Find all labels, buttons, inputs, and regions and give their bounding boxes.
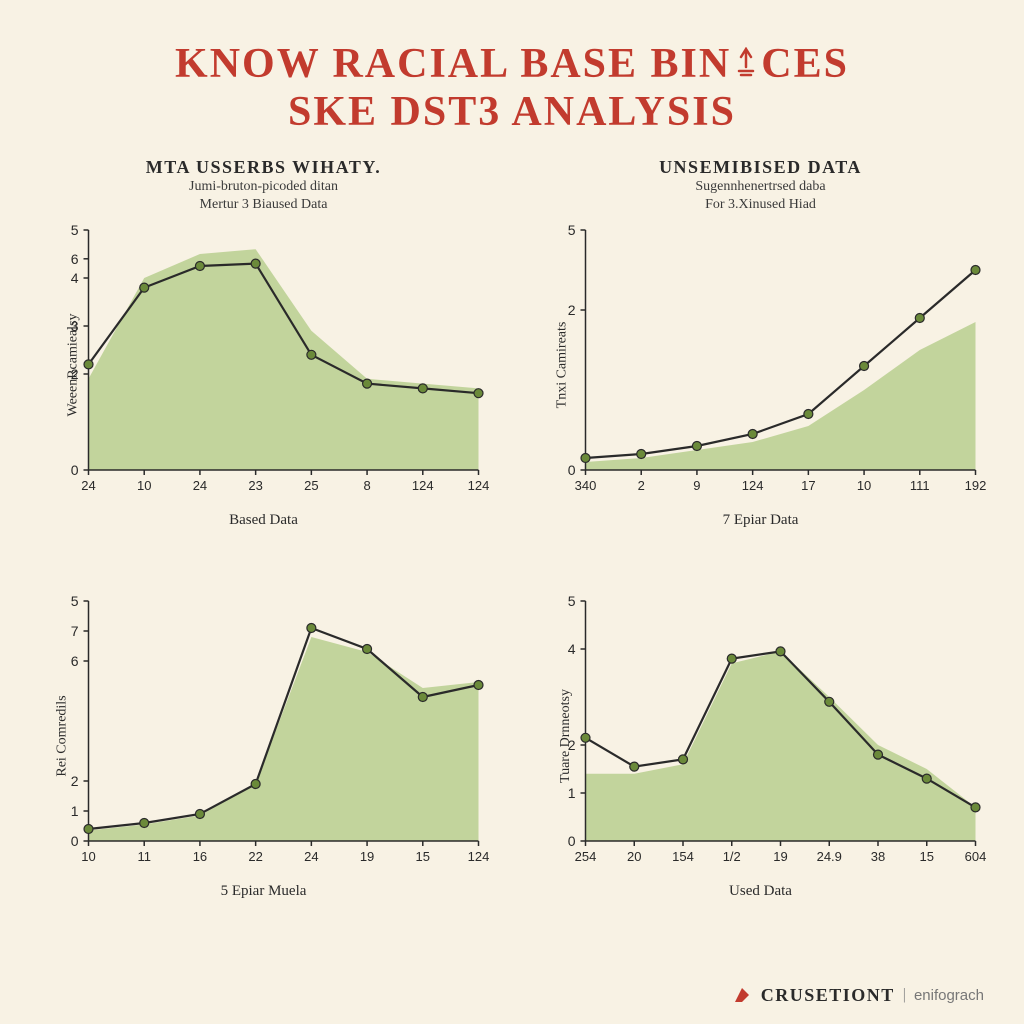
panel-0-chart: WeeenRcamiealsy 02346524102423258124124 bbox=[30, 220, 497, 510]
footer: CRUSETIONT | enifograch bbox=[731, 984, 984, 1006]
chart-grid: MTA USSERBS WIHATY. Jumi-bruton-picoded … bbox=[0, 157, 1024, 907]
title-line-1: KNOW RACIAL BASE BIN CES bbox=[60, 40, 964, 88]
panel-0-header: MTA USSERBS WIHATY. Jumi-bruton-picoded … bbox=[30, 157, 497, 214]
svg-text:16: 16 bbox=[193, 849, 207, 864]
svg-text:0: 0 bbox=[568, 462, 576, 478]
svg-text:124: 124 bbox=[742, 478, 764, 493]
svg-text:20: 20 bbox=[627, 849, 641, 864]
svg-text:6: 6 bbox=[71, 653, 79, 669]
svg-text:604: 604 bbox=[965, 849, 987, 864]
svg-text:10: 10 bbox=[857, 478, 871, 493]
title-line-2: SKE DST3 ANALYSIS bbox=[60, 88, 964, 136]
svg-text:25: 25 bbox=[304, 478, 318, 493]
panel-0: MTA USSERBS WIHATY. Jumi-bruton-picoded … bbox=[30, 157, 497, 517]
panel-2: Rei Comredils 01267510111622241915124 5 … bbox=[30, 527, 497, 887]
svg-text:2: 2 bbox=[71, 773, 79, 789]
svg-text:1/2: 1/2 bbox=[723, 849, 741, 864]
panel-0-sub2: Mertur 3 Biaused Data bbox=[30, 196, 497, 214]
svg-text:5: 5 bbox=[71, 593, 79, 609]
svg-text:24: 24 bbox=[304, 849, 318, 864]
svg-text:22: 22 bbox=[248, 849, 262, 864]
svg-text:0: 0 bbox=[568, 833, 576, 849]
footer-separator: | bbox=[903, 986, 906, 1004]
svg-text:8: 8 bbox=[363, 478, 370, 493]
svg-text:23: 23 bbox=[248, 478, 262, 493]
svg-text:192: 192 bbox=[965, 478, 987, 493]
svg-text:19: 19 bbox=[360, 849, 374, 864]
svg-text:24: 24 bbox=[193, 478, 207, 493]
svg-text:0: 0 bbox=[71, 462, 79, 478]
title-1b: CES bbox=[761, 41, 849, 87]
svg-text:5: 5 bbox=[71, 222, 79, 238]
svg-text:11: 11 bbox=[137, 849, 151, 864]
svg-text:15: 15 bbox=[920, 849, 934, 864]
svg-text:10: 10 bbox=[137, 478, 151, 493]
svg-text:5: 5 bbox=[568, 222, 576, 238]
panel-0-title: MTA USSERBS WIHATY. bbox=[30, 157, 497, 178]
panel-1-chart: Tnxi Camireats 0 2 5 340 2 9 124 17 10 111 192 bbox=[527, 220, 994, 510]
svg-text:2: 2 bbox=[638, 478, 645, 493]
svg-text:154: 154 bbox=[672, 849, 694, 864]
panel-2-chart: Rei Comredils 0 1 2 6 7 5 10 11 16 22 24 19 15 124 bbox=[30, 591, 497, 881]
panel-2-ylabel: Rei Comredils bbox=[55, 695, 71, 776]
panel-3-ylabel: Tuare Drnneotsy bbox=[558, 689, 574, 783]
svg-text:24: 24 bbox=[81, 478, 95, 493]
svg-text:6: 6 bbox=[71, 251, 79, 267]
panel-1-header: UNSEMIBISED DATA Sugennhenertrsed daba F… bbox=[527, 157, 994, 214]
panel-1-title: UNSEMIBISED DATA bbox=[527, 157, 994, 178]
svg-text:2: 2 bbox=[568, 302, 576, 318]
panel-3-chart: Tuare Drnneotsy 01245254201541/21924.938… bbox=[527, 591, 994, 881]
svg-text:124: 124 bbox=[412, 478, 434, 493]
svg-text:10: 10 bbox=[81, 849, 95, 864]
panel-2-header bbox=[30, 527, 497, 585]
footer-brand: CRUSETIONT bbox=[761, 985, 895, 1006]
svg-text:1: 1 bbox=[71, 803, 79, 819]
panel-1: UNSEMIBISED DATA Sugennhenertrsed daba F… bbox=[527, 157, 994, 517]
title-1a: KNOW RACIAL BASE BIN bbox=[175, 41, 731, 87]
svg-text:19: 19 bbox=[773, 849, 787, 864]
svg-text:17: 17 bbox=[801, 478, 815, 493]
svg-text:111: 111 bbox=[910, 478, 930, 493]
panel-0-sub1: Jumi-bruton-picoded ditan bbox=[30, 178, 497, 196]
panel-3-xlabel: Used Data bbox=[527, 883, 994, 900]
svg-text:7: 7 bbox=[71, 623, 79, 639]
svg-text:1: 1 bbox=[568, 785, 576, 801]
page-header: KNOW RACIAL BASE BIN CES SKE DST3 ANALYSI… bbox=[0, 0, 1024, 157]
svg-text:9: 9 bbox=[693, 478, 700, 493]
panel-2-xlabel: 5 Epiar Muela bbox=[30, 883, 497, 900]
footer-logo-icon bbox=[731, 984, 753, 1006]
svg-text:5: 5 bbox=[568, 593, 576, 609]
panel-1-sub1: Sugennhenertrsed daba bbox=[527, 178, 994, 196]
svg-text:254: 254 bbox=[575, 849, 597, 864]
svg-text:15: 15 bbox=[416, 849, 430, 864]
panel-3: Tuare Drnneotsy 01245254201541/21924.938… bbox=[527, 527, 994, 887]
svg-text:24.9: 24.9 bbox=[817, 849, 842, 864]
panel-3-header bbox=[527, 527, 994, 585]
svg-text:4: 4 bbox=[568, 641, 576, 657]
footer-sub: enifograch bbox=[914, 987, 984, 1004]
panel-1-ylabel: Tnxi Camireats bbox=[554, 322, 570, 409]
svg-text:124: 124 bbox=[468, 849, 490, 864]
title-icon bbox=[731, 40, 761, 70]
svg-text:0: 0 bbox=[71, 833, 79, 849]
svg-text:38: 38 bbox=[871, 849, 885, 864]
panel-1-sub2: For 3.Xinused Hiad bbox=[527, 196, 994, 214]
panel-0-ylabel: WeeenRcamiealsy bbox=[66, 313, 82, 416]
svg-text:340: 340 bbox=[575, 478, 597, 493]
svg-text:4: 4 bbox=[71, 270, 79, 286]
svg-text:124: 124 bbox=[468, 478, 490, 493]
